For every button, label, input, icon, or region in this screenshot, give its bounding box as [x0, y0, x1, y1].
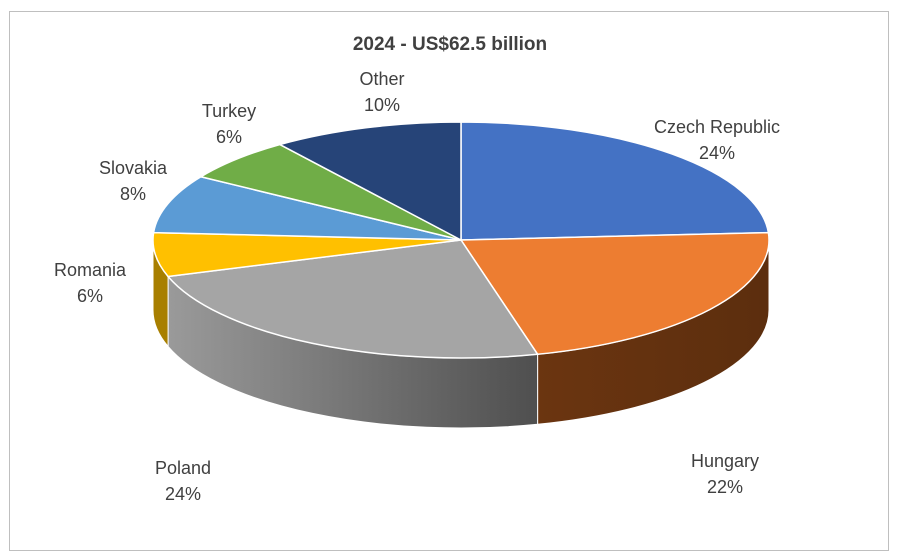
slice-percent-czech-republic: 24%: [699, 143, 735, 163]
slice-label-turkey: Turkey: [202, 101, 256, 121]
slice-percent-romania: 6%: [77, 286, 103, 306]
slice-percent-turkey: 6%: [216, 127, 242, 147]
slice-label-czech-republic: Czech Republic: [654, 117, 780, 137]
slice-label-slovakia: Slovakia: [99, 158, 168, 178]
chart-title: 2024 - US$62.5 billion: [353, 34, 547, 55]
slice-percent-hungary: 22%: [707, 477, 743, 497]
pie-slice-hungary: [459, 231, 770, 356]
pie-slice-czech-republic: [460, 121, 770, 241]
chart-frame: 2024 - US$62.5 billion Czech Republic 24%…: [9, 11, 889, 551]
slice-label-hungary: Hungary: [691, 451, 759, 471]
pie-slice-slovakia: [152, 175, 462, 241]
slice-label-poland: Poland: [155, 458, 211, 478]
slice-percent-slovakia: 8%: [120, 184, 146, 204]
pie-chart: 2024 - US$62.5 billion Czech Republic 24%…: [54, 34, 780, 504]
pie-slice-other: [277, 121, 462, 242]
pie-slice-poland: [166, 239, 539, 359]
slice-label-other: Other: [359, 69, 404, 89]
slice-percent-poland: 24%: [165, 484, 201, 504]
slice-percent-other: 10%: [364, 95, 400, 115]
slice-label-romania: Romania: [54, 260, 127, 280]
